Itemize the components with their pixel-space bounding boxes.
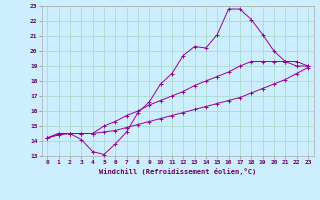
X-axis label: Windchill (Refroidissement éolien,°C): Windchill (Refroidissement éolien,°C)	[99, 168, 256, 175]
